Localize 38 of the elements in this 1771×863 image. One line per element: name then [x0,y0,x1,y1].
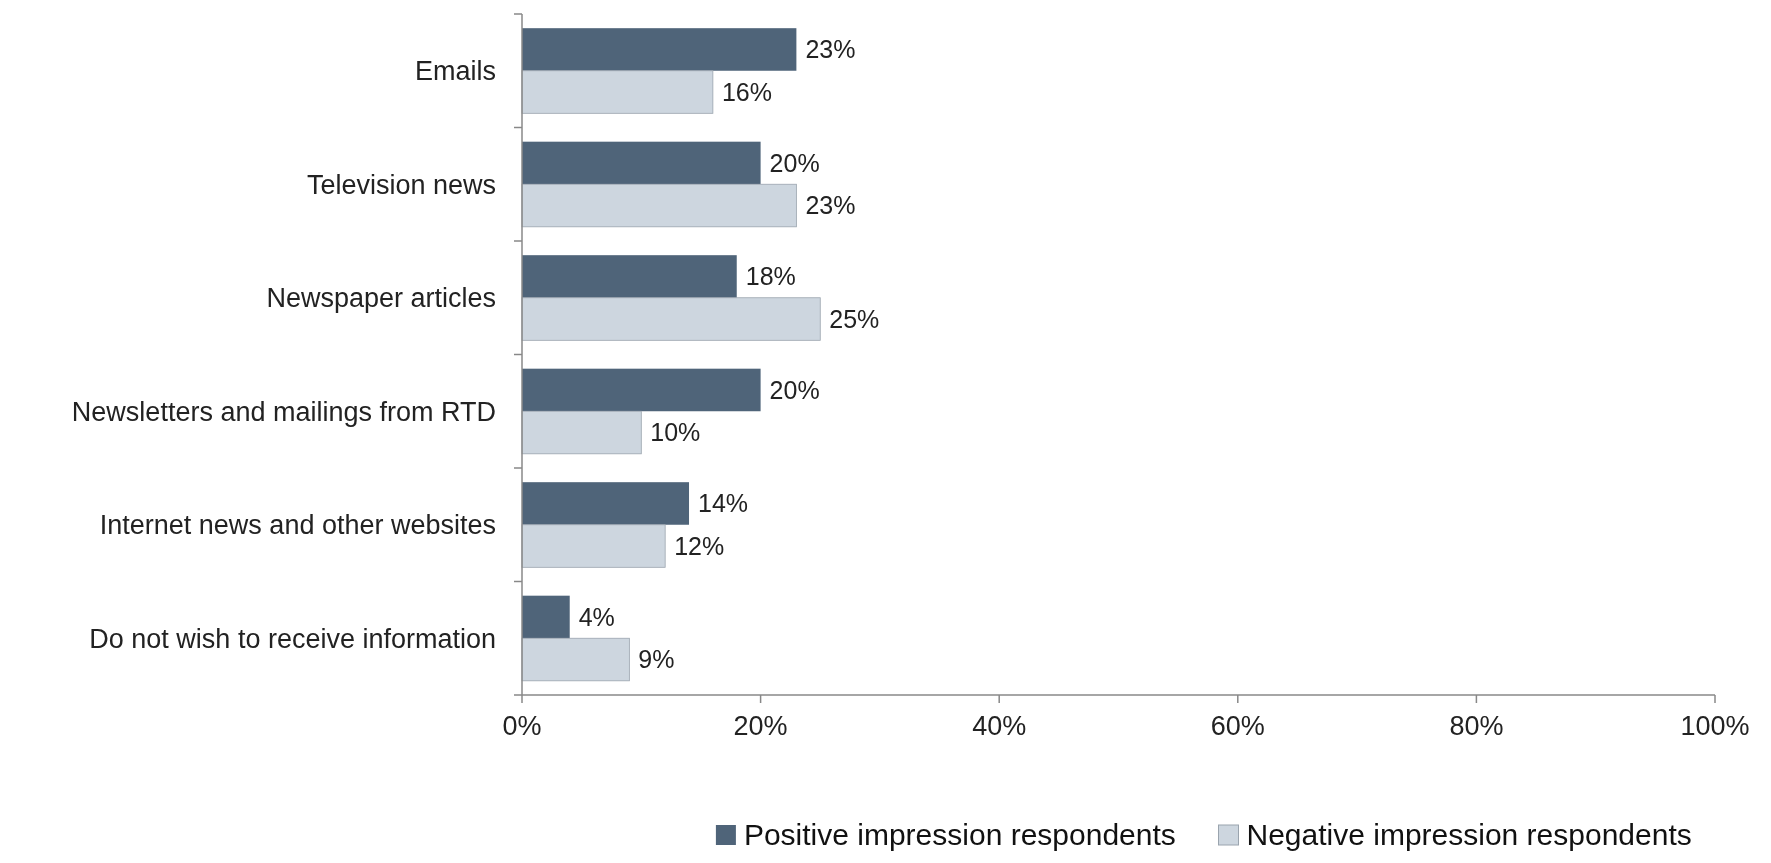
bar [521,637,630,682]
data-label: 20% [769,375,820,404]
x-tick-label: 100% [1680,711,1750,741]
data-label: 9% [638,645,675,674]
bar [522,368,761,412]
legend-label: Negative impression respondents [1246,818,1692,851]
data-label: 16% [721,77,772,106]
data-label: 18% [745,262,796,291]
data-label: 20% [769,148,820,177]
data-label: 4% [578,602,615,631]
x-tick-label: 60% [1210,711,1265,741]
bar [522,28,797,71]
x-tick-label: 40% [972,711,1027,741]
x-tick-label: 0% [502,711,542,741]
bar [521,70,714,114]
y-tick-label: Television news [306,169,496,200]
bar [521,410,642,455]
data-label: 10% [650,418,701,447]
bar [521,183,797,228]
bar [521,297,821,341]
y-tick-label: Newspaper articles [266,283,496,314]
x-tick-label: 80% [1449,711,1504,741]
data-label: 23% [805,35,856,64]
data-label: 23% [805,191,856,220]
data-label: 14% [698,489,749,518]
bar [522,141,761,185]
bar [522,255,737,298]
data-label: 12% [674,531,725,560]
x-tick-label: 20% [733,711,788,741]
legend-label: Positive impression respondents [743,818,1176,851]
y-tick-label: Emails [414,56,496,87]
y-tick-label: Do not wish to receive information [89,623,496,654]
bar [522,482,690,525]
data-label: 25% [829,304,880,333]
bar [522,595,570,639]
bar [521,524,666,568]
y-tick-label: Newsletters and mailings from RTD [71,396,496,427]
y-tick-label: Internet news and other websites [99,510,496,541]
